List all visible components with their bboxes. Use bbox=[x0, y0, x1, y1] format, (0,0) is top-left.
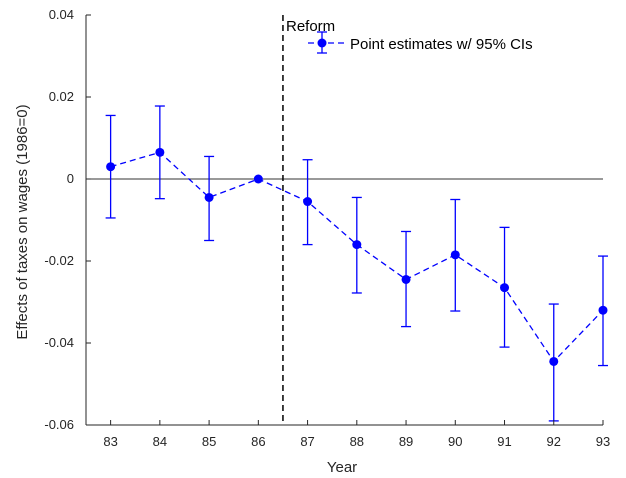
data-point bbox=[204, 192, 214, 202]
x-tick-label: 91 bbox=[497, 434, 511, 449]
data-point bbox=[155, 147, 165, 157]
x-tick-label: 84 bbox=[153, 434, 167, 449]
data-point bbox=[500, 283, 510, 293]
y-tick-label: 0.04 bbox=[49, 7, 74, 22]
axes bbox=[85, 15, 603, 426]
y-tick-label: 0 bbox=[67, 171, 74, 186]
x-tick-label: 93 bbox=[596, 434, 610, 449]
x-tick-label: 88 bbox=[350, 434, 364, 449]
data-point bbox=[401, 274, 411, 284]
y-tick-label: 0.02 bbox=[49, 89, 74, 104]
x-tick-label: 85 bbox=[202, 434, 216, 449]
legend-box bbox=[304, 28, 600, 58]
y-tick-label: -0.04 bbox=[44, 335, 74, 350]
x-axis-title: Year bbox=[327, 459, 357, 476]
plot-area bbox=[86, 15, 608, 425]
x-tick-label: 92 bbox=[547, 434, 561, 449]
data-point bbox=[352, 240, 362, 250]
y-tick-label: -0.06 bbox=[44, 417, 74, 432]
data-point bbox=[450, 250, 460, 260]
legend: Point estimates w/ 95% CIs bbox=[304, 28, 600, 58]
y-tick-label: -0.02 bbox=[44, 253, 74, 268]
data-point bbox=[253, 174, 263, 184]
y-axis-title: Effects of taxes on wages (1986=0) bbox=[14, 104, 31, 339]
x-tick-label: 89 bbox=[399, 434, 413, 449]
legend-entry-label: Point estimates w/ 95% CIs bbox=[350, 36, 533, 53]
data-point bbox=[303, 197, 313, 207]
x-tick-label: 83 bbox=[103, 434, 117, 449]
x-tick-label: 87 bbox=[300, 434, 314, 449]
legend-marker bbox=[317, 38, 327, 48]
data-point bbox=[549, 356, 559, 366]
x-tick-label: 90 bbox=[448, 434, 462, 449]
reform-annotation-label: Reform bbox=[286, 18, 335, 35]
data-point bbox=[598, 305, 608, 315]
data-point bbox=[106, 162, 116, 172]
tick-labels: -0.06 -0.04 -0.02 0 0.02 0.04 83 84 85 86 87 88 89 90… bbox=[44, 7, 610, 449]
x-tick-label: 86 bbox=[251, 434, 265, 449]
